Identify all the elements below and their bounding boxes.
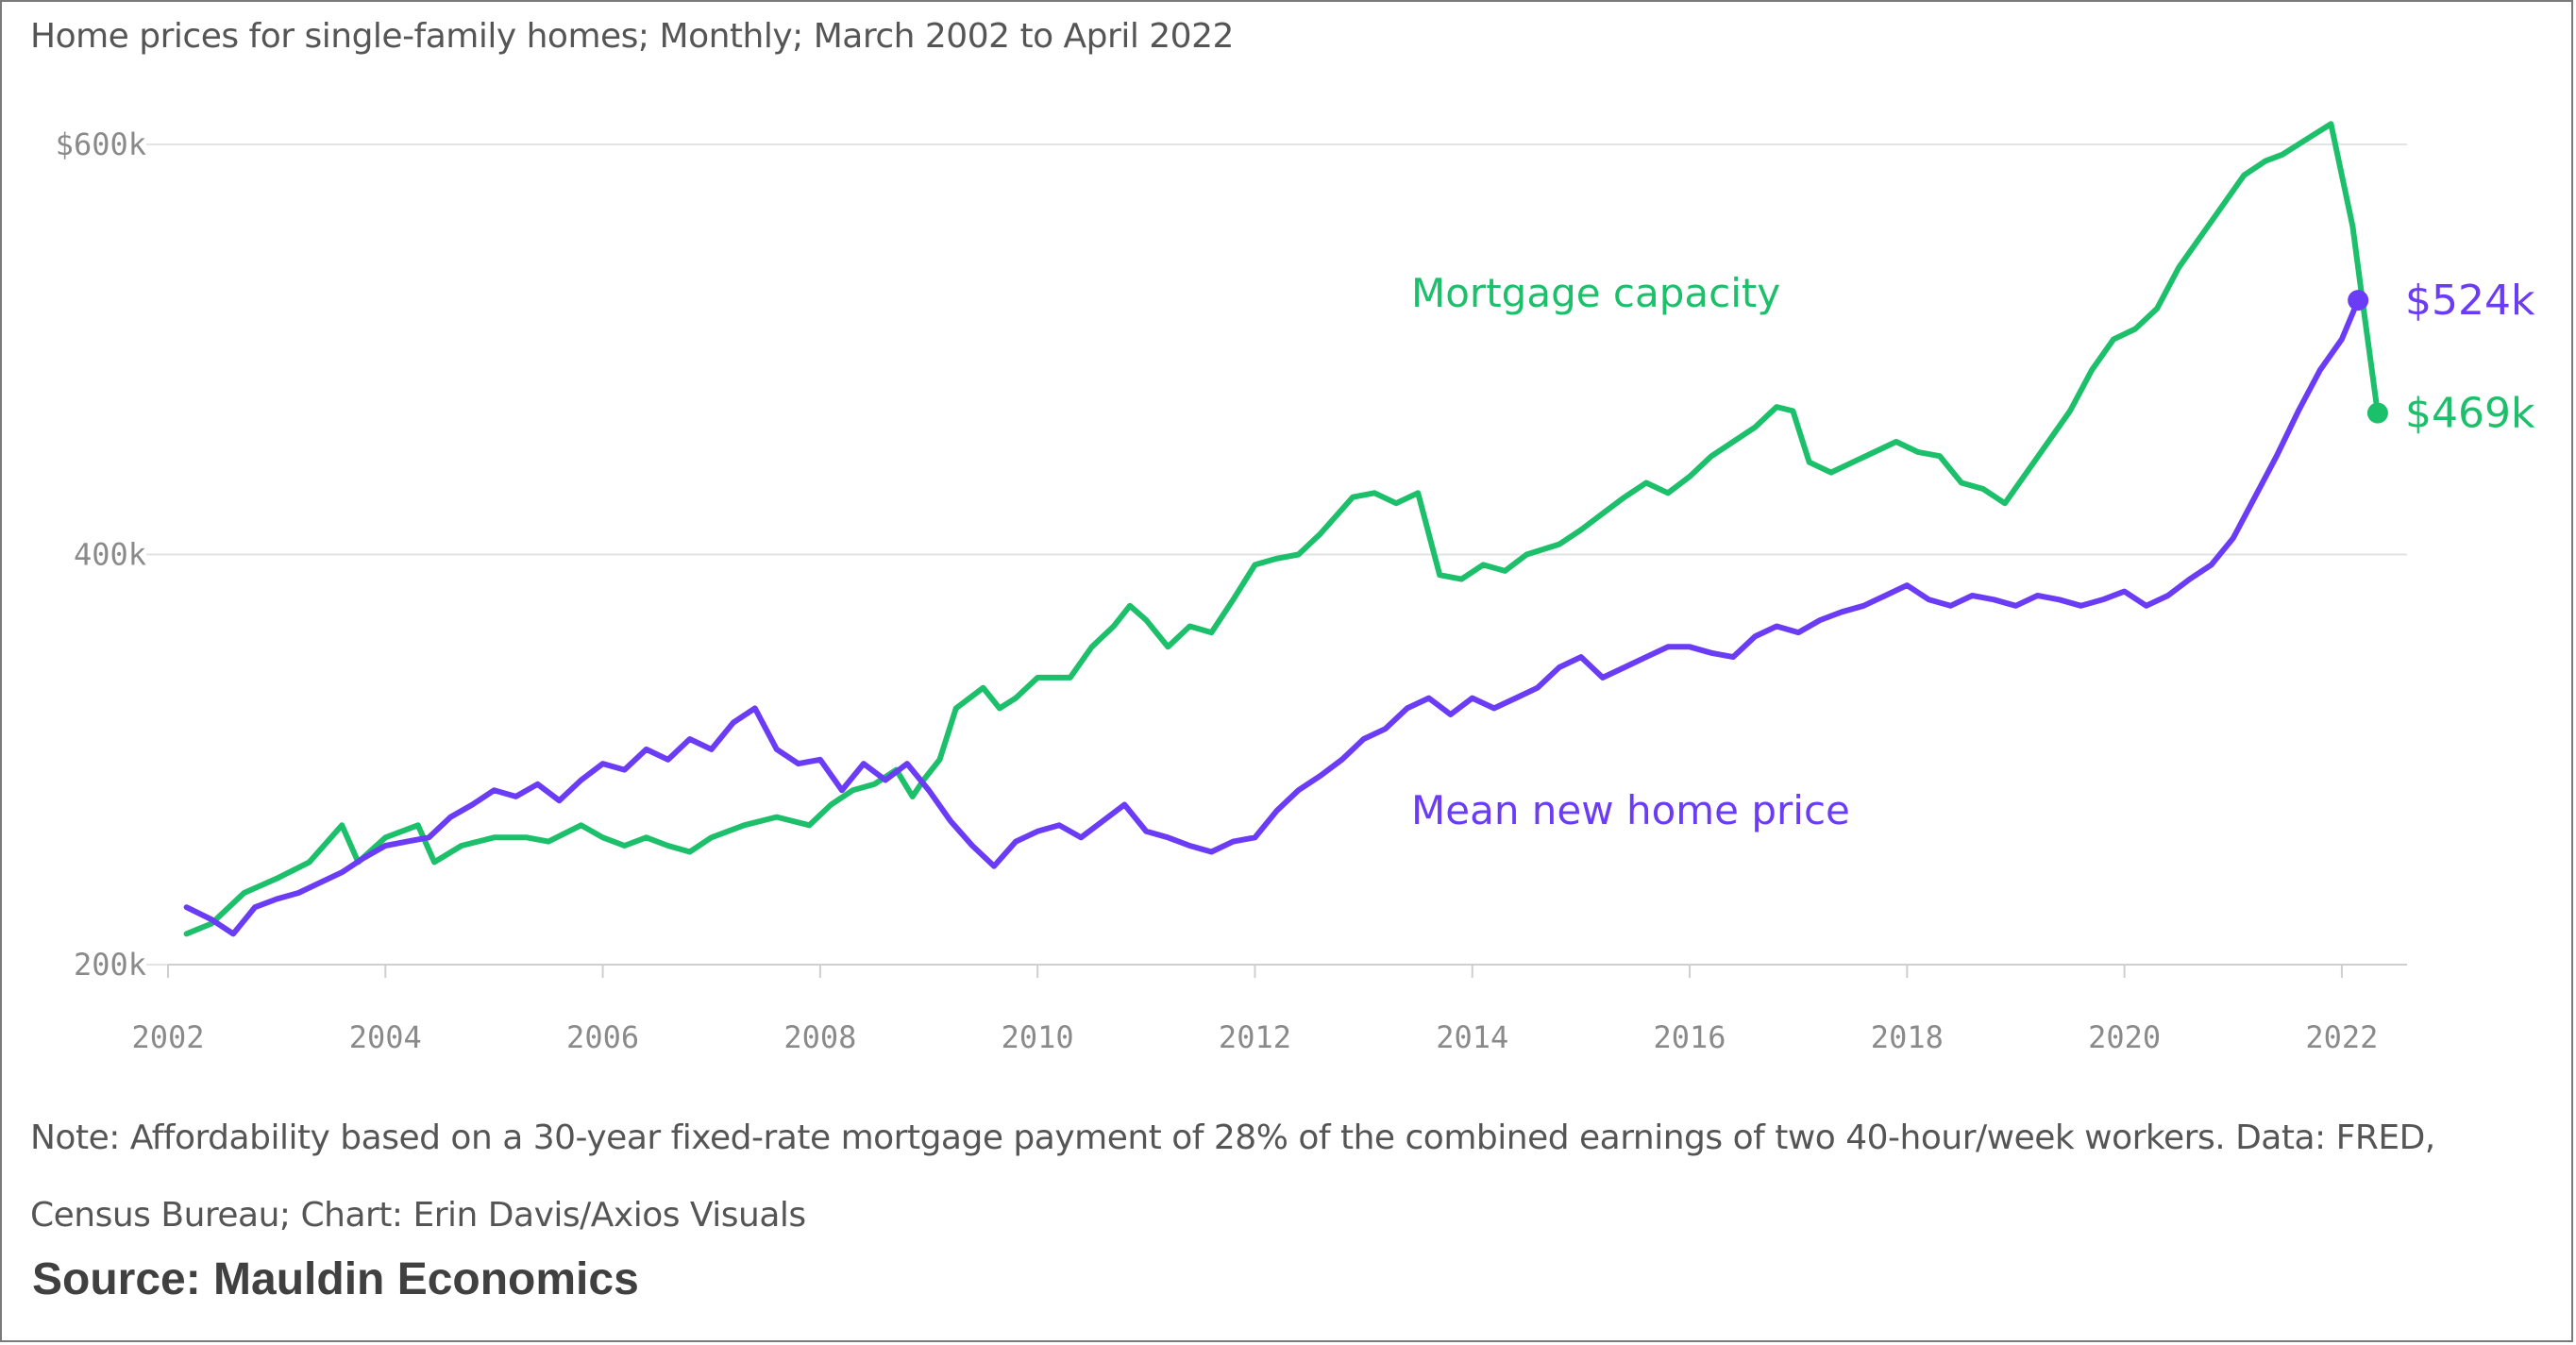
y-tick-label-1: 400k (74, 537, 146, 573)
note-line-1: Note: Affordability based on a 30-year f… (30, 1118, 2435, 1157)
y-tick-label-2: 200k (74, 947, 146, 983)
y-axis-ticks: $600k 400k 200k (56, 126, 146, 983)
series-lines (183, 121, 2388, 937)
x-tick-label-8: 2018 (1871, 1019, 1944, 1055)
x-tick-label-7: 2016 (1654, 1019, 1726, 1055)
x-tick-label-10: 2022 (2305, 1019, 2378, 1055)
series-end-value-label-1: $524k (2405, 277, 2535, 325)
x-tick-label-2: 2006 (566, 1019, 639, 1055)
series-name-label-1: Mean new home price (1411, 787, 1850, 833)
series-labels: Mortgage capacity Mean new home price $469… (1411, 270, 2535, 833)
x-tick-label-1: 2004 (349, 1019, 422, 1055)
source-credit: Source: Mauldin Economics (32, 1254, 639, 1304)
series-endpoint-0 (2366, 402, 2388, 424)
series-line-1 (183, 297, 2362, 937)
x-tick-label-0: 2002 (131, 1019, 204, 1055)
series-endpoint-1 (2348, 290, 2369, 311)
series-line-0 (183, 121, 2381, 937)
x-tick-label-9: 2020 (2088, 1019, 2161, 1055)
series-end-value-label-0: $469k (2405, 390, 2535, 438)
x-tick-label-6: 2014 (1436, 1019, 1508, 1055)
x-tick-label-5: 2012 (1219, 1019, 1291, 1055)
y-tick-label-0: $600k (56, 126, 146, 162)
x-axis: 2002 2004 2006 2008 2010 2012 2014 2016 2018 2020… (131, 964, 2407, 1055)
series-name-label-0: Mortgage capacity (1411, 270, 1780, 316)
note-line-2: Census Bureau; Chart: Erin Davis/Axios V… (30, 1196, 806, 1235)
chart-subtitle: Home prices for single-family homes; Mon… (30, 17, 1234, 56)
x-tick-label-4: 2010 (1002, 1019, 1074, 1055)
x-tick-label-3: 2008 (783, 1019, 856, 1055)
